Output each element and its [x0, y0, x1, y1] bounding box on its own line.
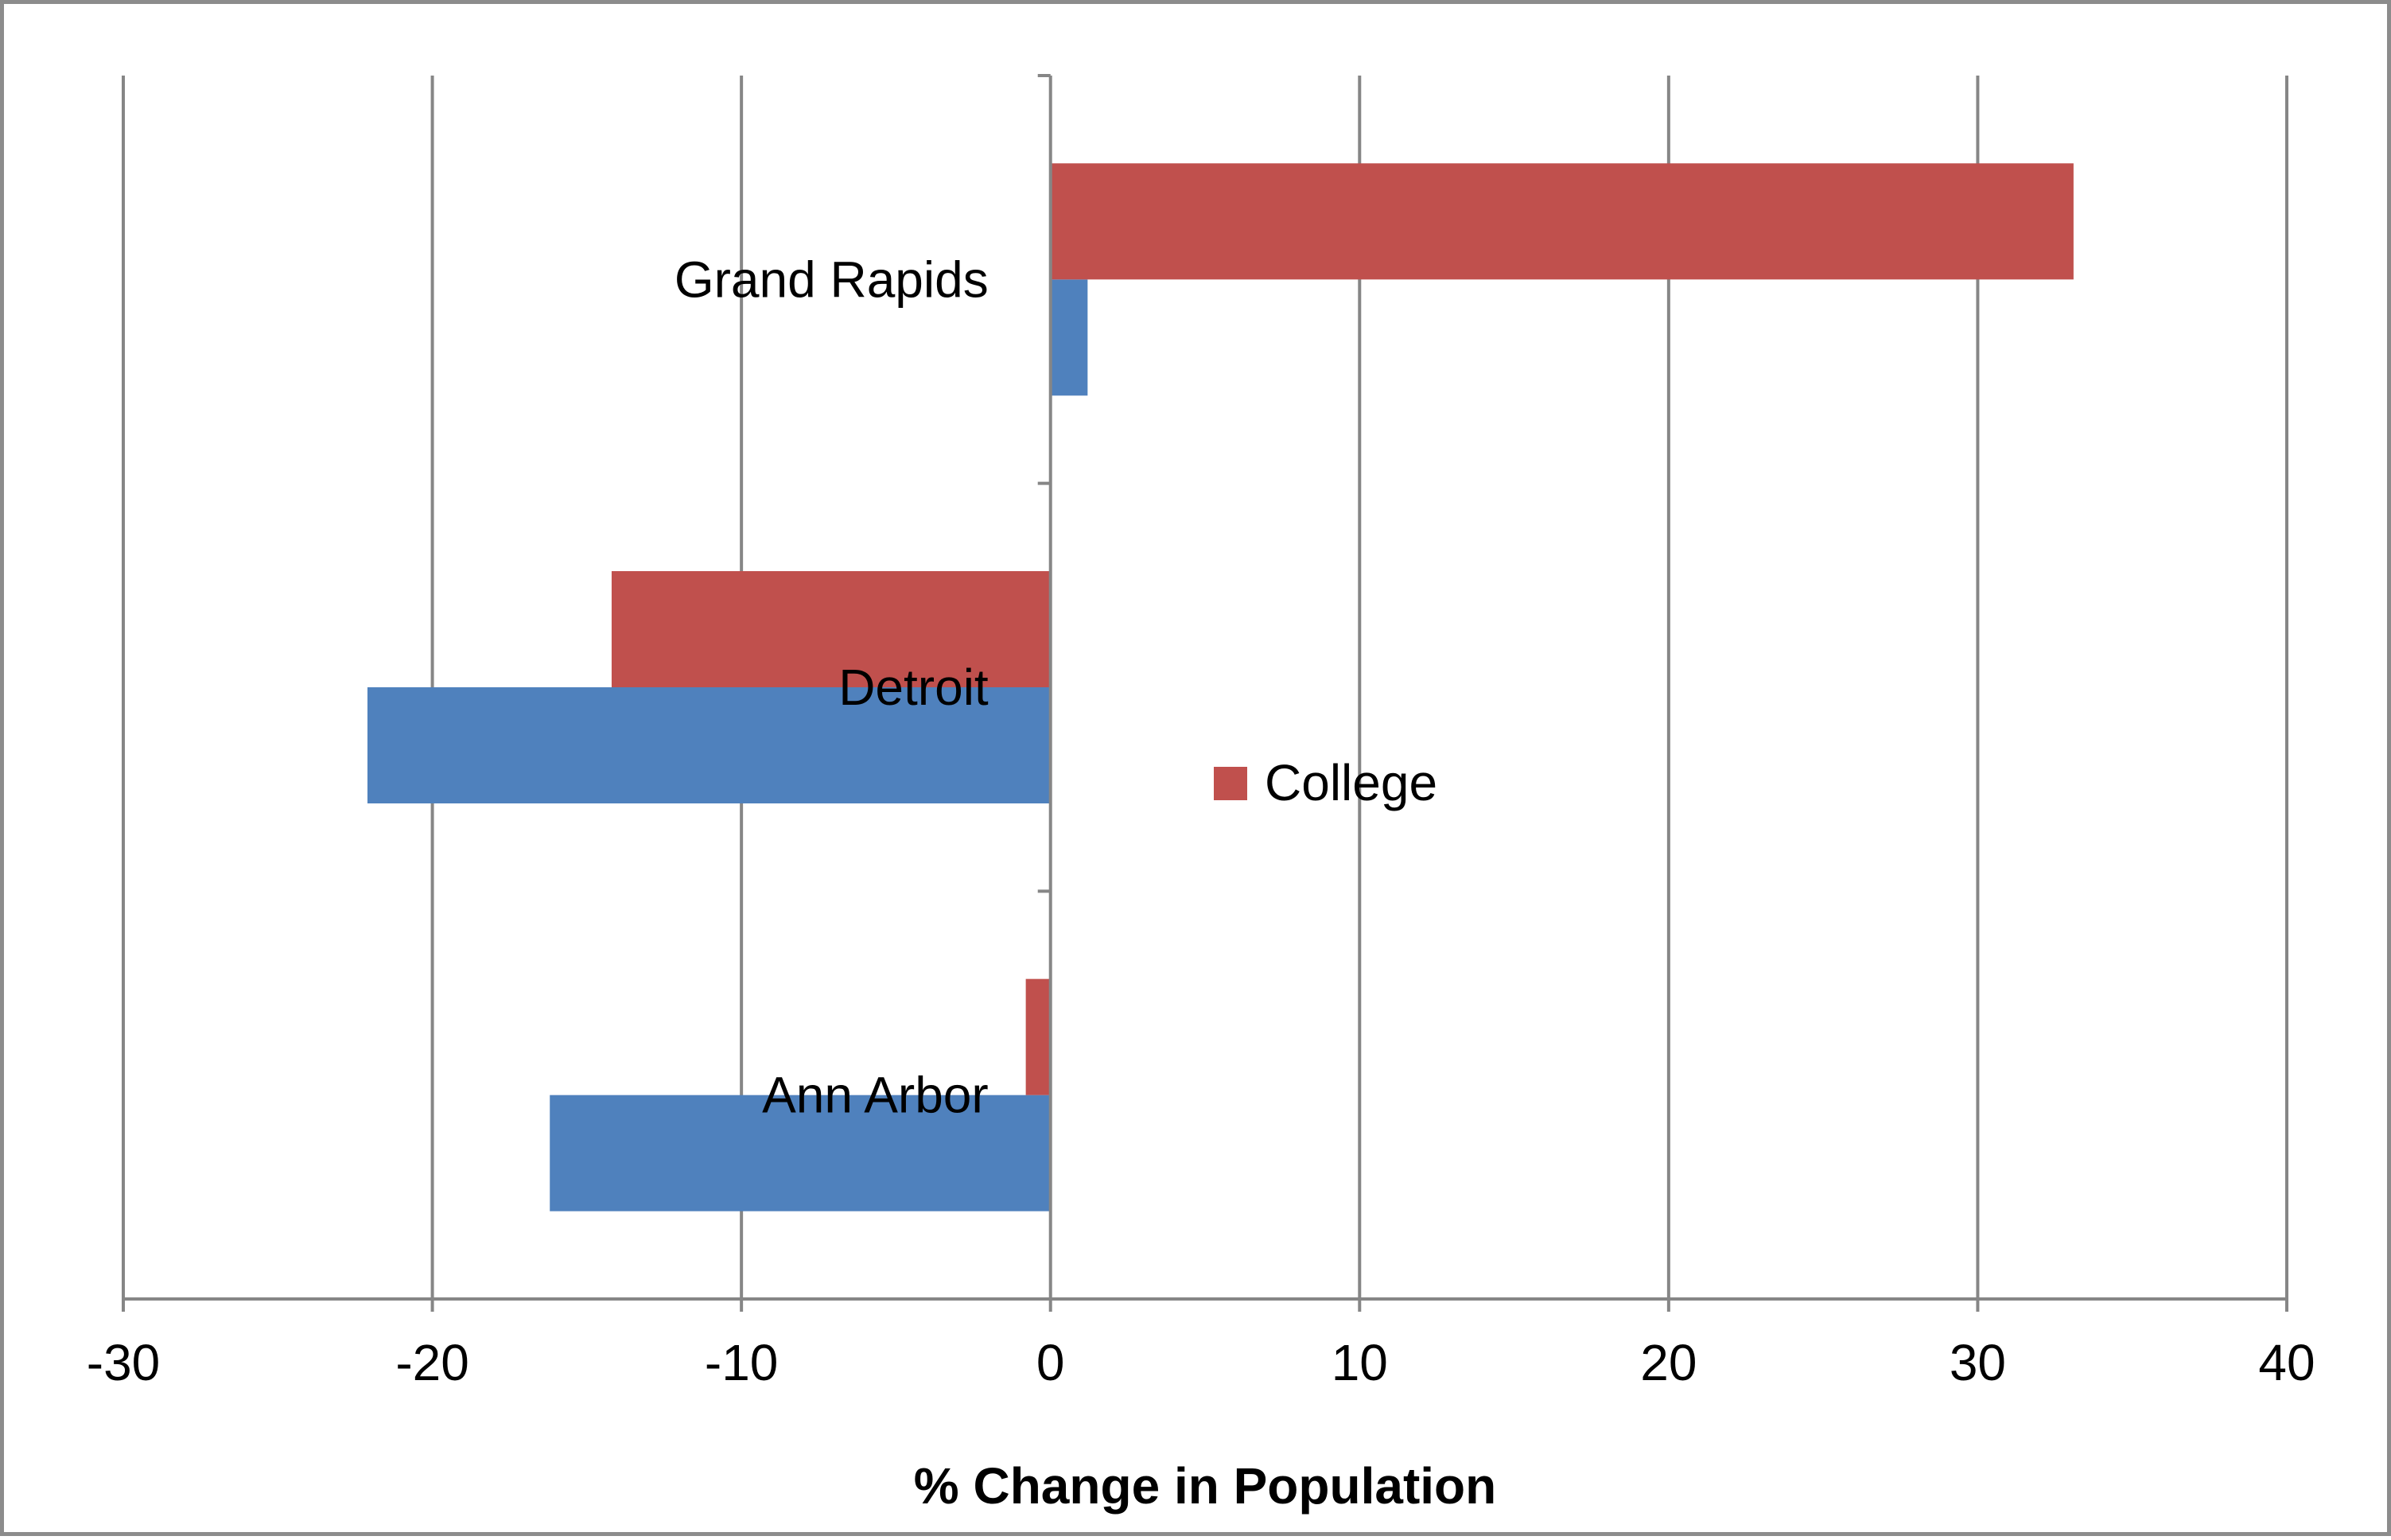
- category-label: Detroit: [838, 659, 989, 716]
- bar-detroit-series-1: [611, 571, 1051, 687]
- legend: College: [1214, 754, 1437, 811]
- x-axis-title: % Change in Population: [914, 1457, 1496, 1515]
- legend-swatch-college: [1214, 767, 1247, 800]
- bar-ann-arbor-series-0: [550, 1095, 1051, 1211]
- x-tick-label: 40: [2258, 1334, 2315, 1391]
- axes: [122, 74, 2288, 1312]
- labels: -30 -20 -10 0 10 20 30 40 Ann Arbor Detroit Grand …: [87, 251, 2315, 1391]
- x-tick-label: 20: [1640, 1334, 1697, 1391]
- bar-ann-arbor-series-1: [1025, 978, 1051, 1095]
- category-label: Grand Rapids: [675, 251, 989, 308]
- x-tick-label: 0: [1036, 1334, 1065, 1391]
- x-tick-label: -30: [87, 1334, 161, 1391]
- bar-chart: -30 -20 -10 0 10 20 30 40 Ann Arbor Detroit Grand …: [87, 74, 2315, 1515]
- x-tick-label: 30: [1950, 1334, 2006, 1391]
- bar-detroit-series-0: [367, 687, 1051, 803]
- bar-grand-rapids-series-0: [1050, 279, 1088, 396]
- category-label: Ann Arbor: [762, 1067, 989, 1124]
- bar-grand-rapids-series-1: [1050, 163, 2074, 280]
- x-tick-label: -10: [705, 1334, 779, 1391]
- x-tick-label: -20: [395, 1334, 469, 1391]
- bars: [367, 163, 2074, 1211]
- legend-label-college: College: [1265, 754, 1437, 811]
- x-tick-label: 10: [1332, 1334, 1388, 1391]
